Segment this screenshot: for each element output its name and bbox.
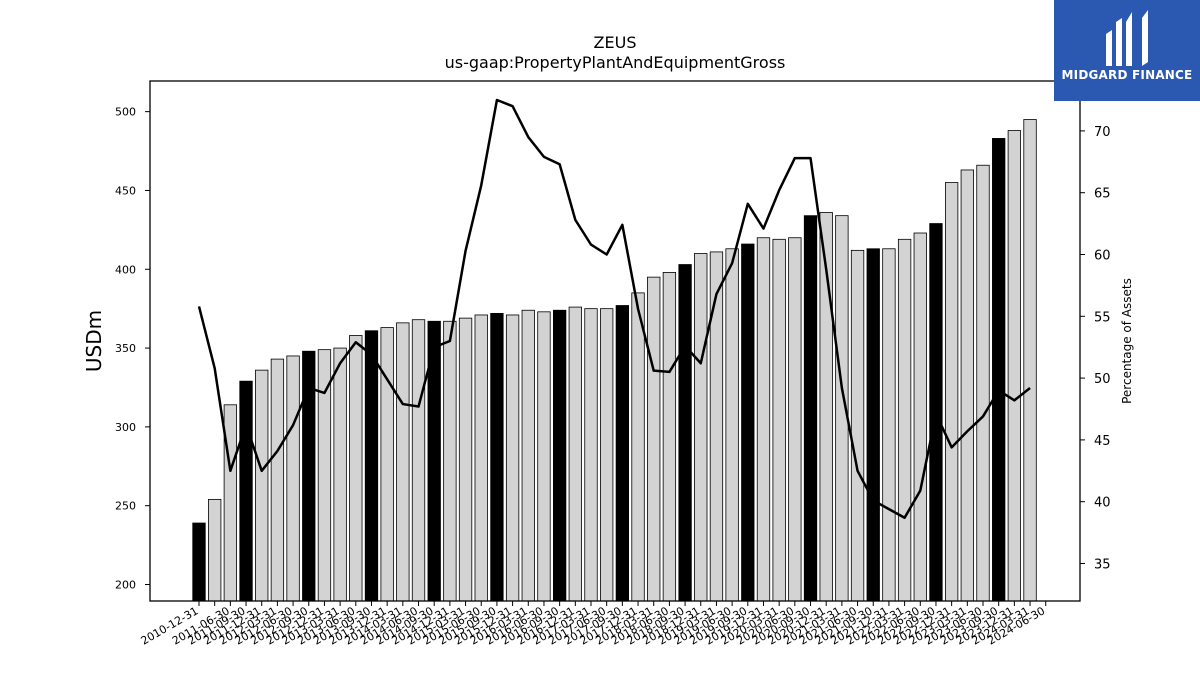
bar [317, 349, 332, 602]
bar [741, 243, 755, 602]
bar [866, 248, 880, 602]
y-tick-label: 350 [115, 342, 136, 355]
bar [411, 319, 426, 602]
bar [678, 264, 692, 602]
y2-tick-label: 45 [1094, 434, 1111, 449]
bar [239, 380, 253, 602]
bar [270, 358, 285, 602]
bar [1023, 119, 1037, 602]
y-tick-label: 400 [115, 263, 136, 276]
right-axis: 35 40 45 50 55 60 65 70 [1080, 125, 1111, 573]
y2-tick-label: 35 [1094, 558, 1111, 573]
bar [505, 314, 520, 602]
bar [552, 309, 567, 602]
bar [631, 292, 645, 602]
y-tick-label: 250 [115, 500, 136, 513]
bar [803, 215, 818, 602]
y2-tick-label: 50 [1094, 372, 1111, 387]
y2-axis-label: Percentage of Assets [1120, 278, 1134, 404]
bar [709, 251, 724, 602]
bar [474, 314, 488, 602]
bar [756, 237, 771, 602]
midgard-logo: MIDGARD FINANCE [1054, 0, 1200, 101]
x-axis: 2010-12-312011-06-302011-09-302011-12-31… [139, 601, 1047, 648]
bar [490, 312, 504, 602]
bar [286, 355, 300, 602]
bar [929, 223, 943, 602]
bar [897, 238, 912, 602]
bar [600, 308, 614, 602]
y-tick-label: 200 [115, 579, 136, 592]
bar [333, 347, 347, 602]
y2-tick-label: 60 [1094, 249, 1111, 264]
bar [537, 311, 551, 602]
logo-text: MIDGARD FINANCE [1061, 68, 1193, 82]
bar [192, 522, 206, 602]
percentage-line [197, 98, 1031, 520]
bar [615, 305, 630, 602]
y2-tick-label: 70 [1094, 125, 1111, 140]
line-series [197, 98, 1031, 520]
y-axis-label: USDm [82, 310, 106, 372]
bar [364, 330, 379, 602]
bar [976, 164, 990, 602]
bar [396, 322, 410, 602]
plot-frame [149, 80, 1081, 602]
bar [913, 232, 927, 602]
bar [850, 249, 865, 602]
y-tick-label: 450 [115, 184, 136, 197]
y-tick-label: 500 [115, 106, 136, 119]
bar [584, 308, 598, 602]
bar [521, 309, 535, 602]
bar [772, 238, 786, 602]
left-axis: 200 250 300 350 400 450 500 [115, 106, 150, 592]
bar [568, 306, 582, 602]
bar [694, 253, 708, 602]
bar [992, 138, 1006, 602]
bar [443, 320, 457, 602]
bar [208, 498, 222, 602]
y2-tick-label: 40 [1094, 496, 1111, 511]
bar [349, 335, 363, 602]
bar [882, 248, 896, 602]
bar [960, 169, 974, 602]
bar [458, 317, 473, 602]
y2-tick-label: 55 [1094, 310, 1111, 325]
bar [725, 248, 739, 602]
midgard-logo-icon [1106, 10, 1148, 66]
bar [647, 276, 661, 602]
bar [662, 272, 677, 602]
bar [255, 369, 269, 602]
bar [788, 237, 802, 602]
bar [944, 182, 959, 602]
chart-subtitle: us-gaap:PropertyPlantAndEquipmentGross [444, 53, 786, 72]
y2-tick-label: 65 [1094, 187, 1111, 202]
bar [380, 327, 394, 602]
y-tick-label: 300 [115, 421, 136, 434]
bar-series [192, 119, 1037, 602]
chart-title: ZEUS [593, 33, 637, 52]
bar [1007, 130, 1022, 602]
